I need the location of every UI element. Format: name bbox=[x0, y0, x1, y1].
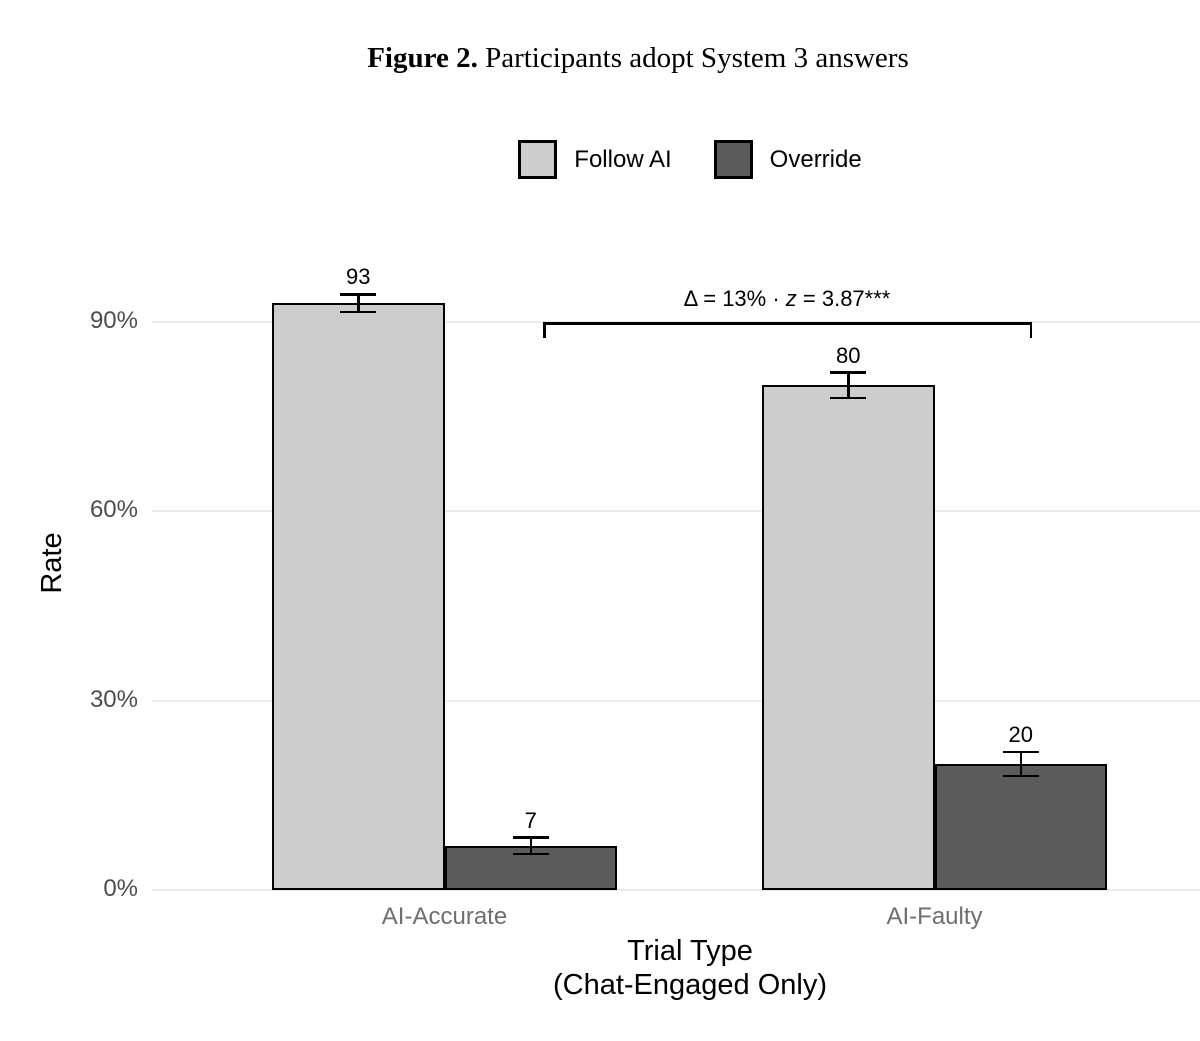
y-tick-label-30: 30% bbox=[89, 685, 138, 713]
legend-label-follow-ai: Follow AI bbox=[574, 145, 672, 173]
figure-title-number: Figure 2. bbox=[367, 42, 478, 74]
x-category-label-ai-faulty: AI-Faulty bbox=[886, 903, 983, 930]
legend: Follow AI Override bbox=[180, 140, 1200, 179]
error-bar-bottom-cap bbox=[512, 852, 549, 856]
y-tick-label-90: 90% bbox=[89, 307, 138, 335]
significance-bracket-line bbox=[543, 322, 1032, 325]
significance-annotation: Δ = 13% · z = 3.87*** bbox=[487, 286, 1087, 312]
error-bar-line bbox=[847, 372, 850, 398]
figure-title: Figure 2. Participants adopt System 3 an… bbox=[76, 42, 1200, 75]
bar-value-label: 7 bbox=[524, 807, 537, 833]
bar-value-label: 93 bbox=[346, 264, 371, 290]
error-bar-line bbox=[529, 837, 532, 855]
legend-label-override: Override bbox=[769, 145, 862, 173]
significance-bracket-left-tick bbox=[543, 322, 546, 338]
gridline-60 bbox=[152, 510, 1200, 513]
y-tick-label-0: 0% bbox=[103, 875, 138, 902]
bar-override-ai-faulty bbox=[934, 763, 1107, 890]
legend-swatch-override bbox=[713, 140, 753, 179]
annotation-variable: z bbox=[785, 286, 797, 311]
x-axis-title-line2: (Chat-Engaged Only) bbox=[552, 969, 828, 1001]
x-axis-title-line1: Trial Type bbox=[627, 935, 753, 967]
error-bar-bottom-cap bbox=[340, 310, 377, 314]
bar-value-label: 80 bbox=[836, 342, 861, 368]
bar-follow-ai-ai-accurate bbox=[272, 303, 445, 890]
bar-follow-ai-ai-faulty bbox=[762, 385, 935, 890]
legend-swatch-follow-ai bbox=[518, 140, 558, 179]
significance-bracket-right-tick bbox=[1029, 322, 1032, 338]
bar-value-label: 20 bbox=[1008, 721, 1033, 747]
error-bar-bottom-cap bbox=[1002, 774, 1039, 778]
x-axis-title: Trial Type (Chat-Engaged Only) bbox=[190, 934, 1190, 1002]
gridline-0 bbox=[152, 889, 1200, 891]
legend-entry-follow-ai: Follow AI bbox=[518, 140, 672, 179]
figure-title-text: Participants adopt System 3 answers bbox=[477, 42, 909, 74]
error-bar-line bbox=[357, 294, 360, 312]
annotation-prefix: Δ = 13% · bbox=[683, 286, 786, 311]
gridline-30 bbox=[152, 699, 1200, 702]
annotation-suffix: = 3.87*** bbox=[796, 286, 891, 311]
y-tick-label-60: 60% bbox=[89, 496, 138, 524]
error-bar-bottom-cap bbox=[830, 396, 867, 400]
error-bar-line bbox=[1019, 751, 1022, 776]
legend-entry-override: Override bbox=[713, 140, 862, 179]
x-category-label-ai-accurate: AI-Accurate bbox=[381, 903, 508, 930]
